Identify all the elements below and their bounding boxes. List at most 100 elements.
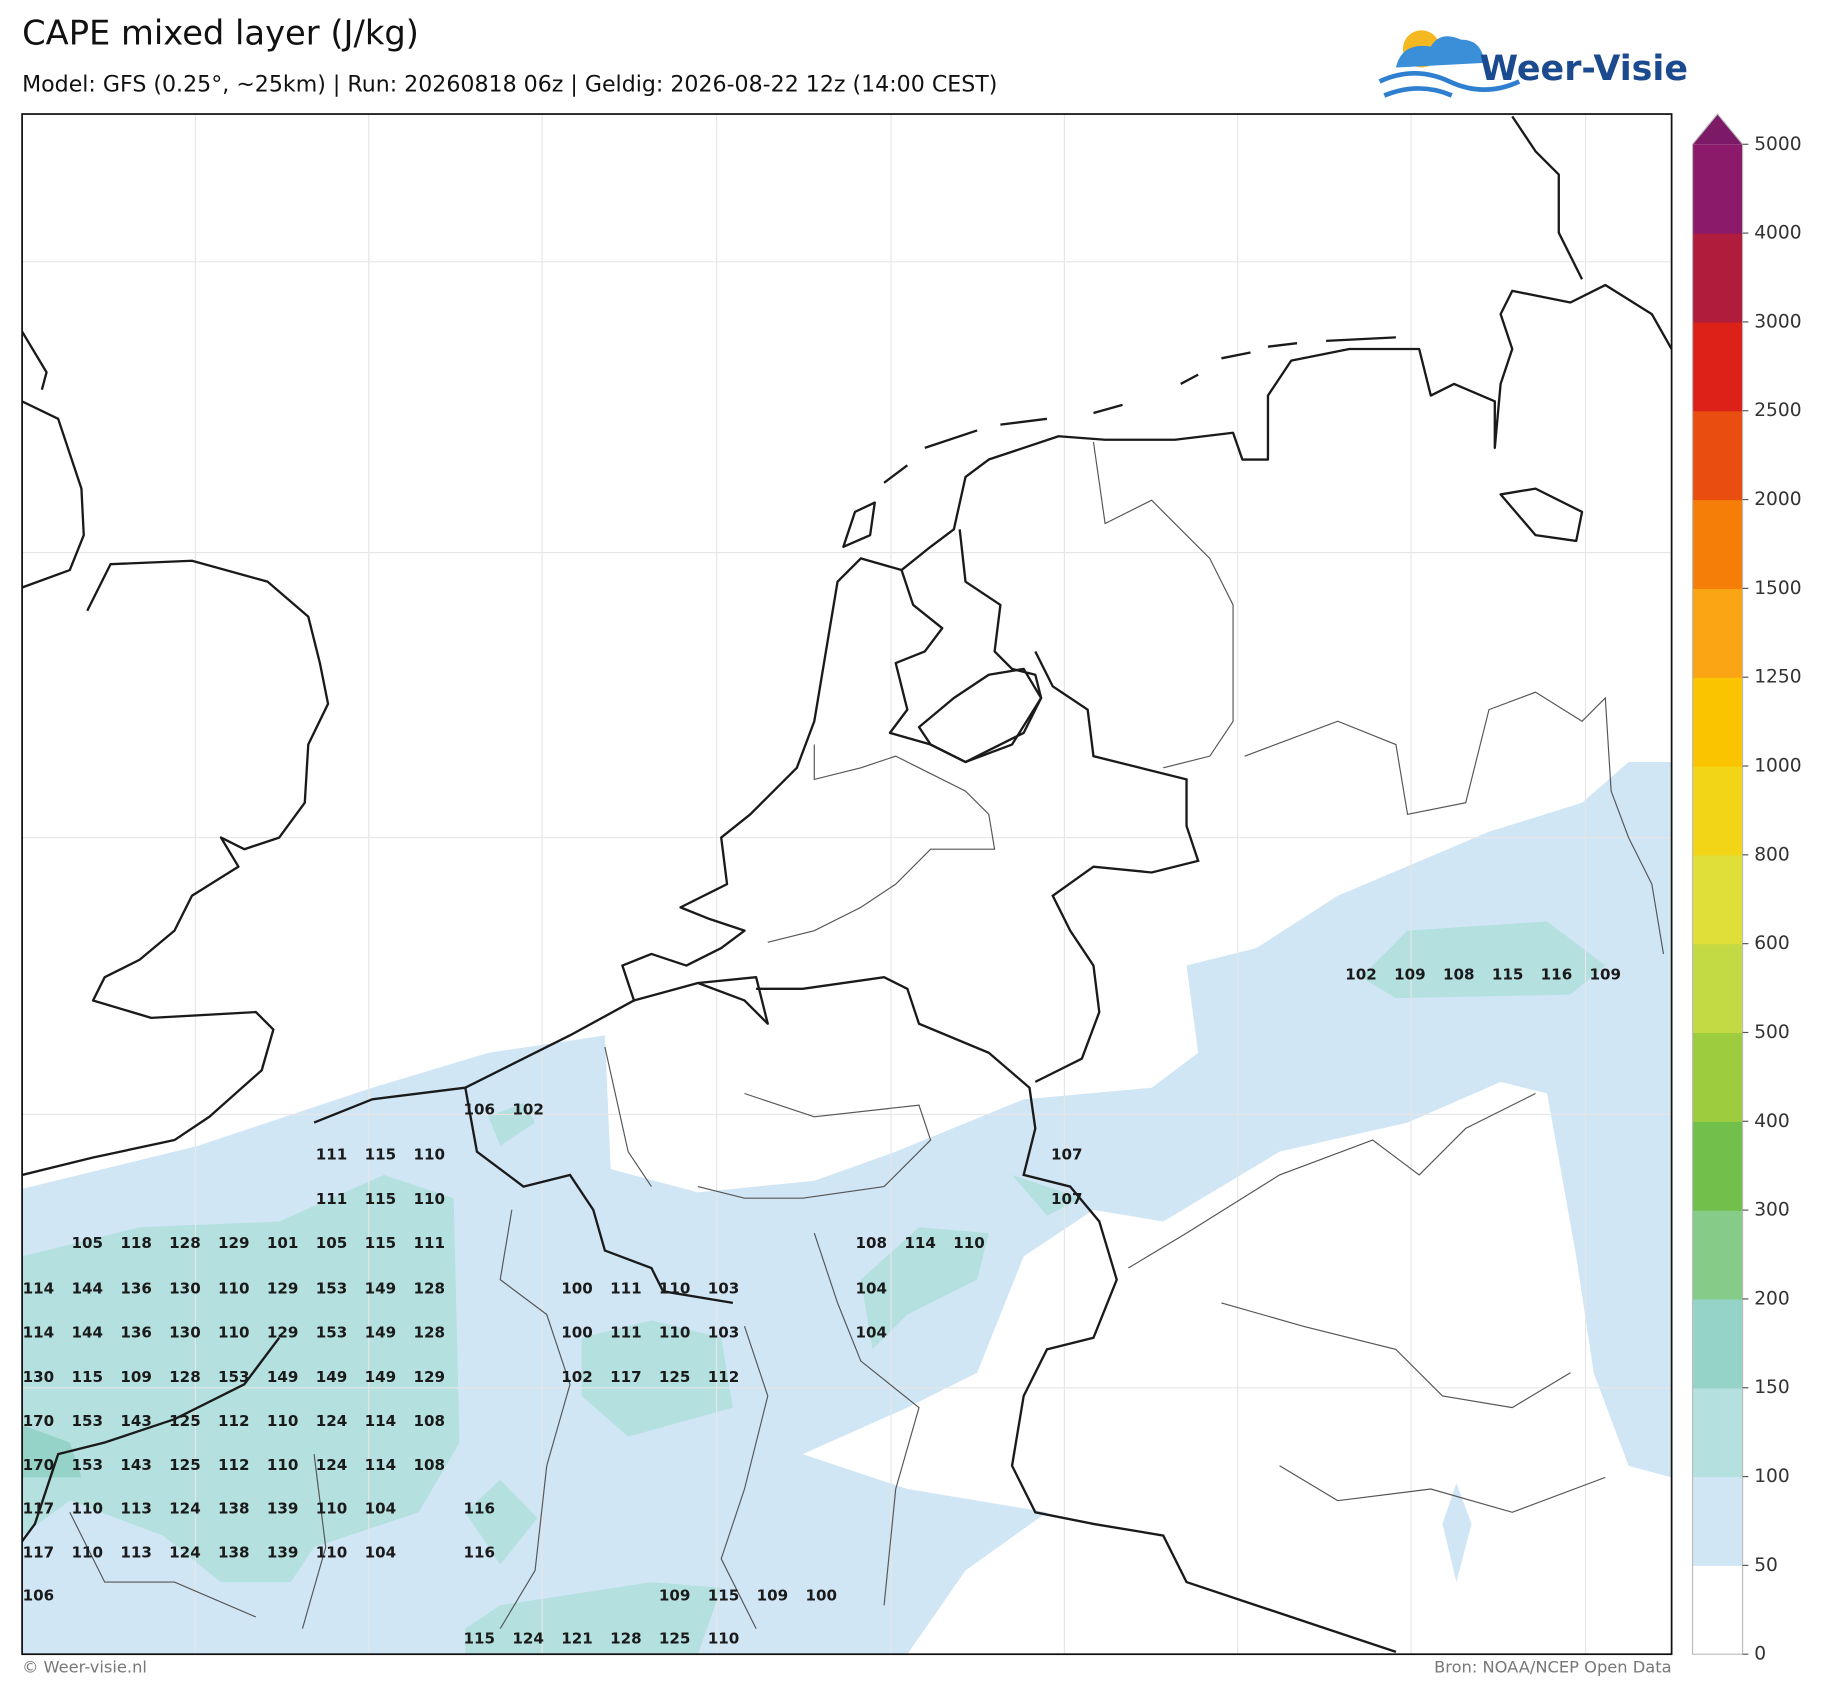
value-label: 125 (169, 1412, 201, 1430)
value-label: 110 (71, 1499, 103, 1517)
value-label: 104 (365, 1544, 397, 1562)
value-labels: 106 102 111 115 110 107 111 115 110 107 105 118 128 1… (23, 965, 1621, 1647)
value-label: 104 (856, 1324, 888, 1342)
value-label: 111 (610, 1279, 642, 1297)
colorbar-tick-label: 2500 (1754, 400, 1801, 421)
value-label: 153 (316, 1279, 348, 1297)
shade-100 (581, 1320, 733, 1437)
value-label: 124 (316, 1412, 348, 1430)
cape-shading (22, 761, 1672, 1655)
value-label: 129 (413, 1368, 445, 1386)
colorbar-tick-label: 2000 (1754, 489, 1801, 510)
value-label: 111 (610, 1324, 642, 1342)
coastlines (22, 115, 1672, 1177)
colorbar-segment (1692, 588, 1743, 678)
value-label: 110 (953, 1234, 985, 1252)
value-label: 110 (267, 1456, 299, 1474)
value-label: 110 (659, 1324, 691, 1342)
shade-100 (860, 1227, 989, 1350)
value-label: 111 (413, 1234, 445, 1252)
colorbar-segment (1692, 1121, 1743, 1211)
colorbar-tick-label: 600 (1754, 933, 1790, 954)
value-label: 144 (71, 1279, 103, 1297)
value-label: 114 (23, 1324, 55, 1342)
value-label: 113 (120, 1544, 152, 1562)
value-label: 116 (463, 1544, 495, 1562)
value-label: 139 (267, 1544, 299, 1562)
value-label: 128 (610, 1630, 642, 1648)
colorbar-segment (1692, 854, 1743, 945)
colorbar-tick-label: 1250 (1754, 667, 1801, 688)
value-label: 130 (169, 1279, 201, 1297)
national-borders (22, 650, 1397, 1653)
value-label: 149 (365, 1324, 397, 1342)
value-label: 112 (708, 1368, 740, 1386)
map: 106 102 111 115 110 107 111 115 110 107 105 118 128 1… (22, 114, 1672, 1655)
value-label: 114 (365, 1412, 397, 1430)
value-label: 109 (757, 1587, 789, 1605)
value-label: 115 (463, 1630, 495, 1648)
value-label: 128 (169, 1234, 201, 1252)
shade-100 (1361, 921, 1606, 999)
value-label: 117 (23, 1499, 55, 1517)
colorbar-tick-label: 1000 (1754, 756, 1801, 777)
value-label: 170 (23, 1456, 55, 1474)
value-label: 110 (708, 1630, 740, 1648)
value-label: 125 (169, 1456, 201, 1474)
value-label: 170 (23, 1412, 55, 1430)
colorbar-tick-label: 5000 (1754, 134, 1801, 155)
value-label: 128 (413, 1279, 445, 1297)
value-label: 149 (267, 1368, 299, 1386)
value-label: 109 (1590, 965, 1622, 983)
shade-150 (22, 1425, 82, 1478)
colorbar-segment (1692, 677, 1743, 767)
value-label: 130 (169, 1324, 201, 1342)
value-label: 105 (316, 1234, 348, 1252)
value-label: 117 (23, 1544, 55, 1562)
value-label: 110 (218, 1324, 250, 1342)
value-label: 153 (71, 1456, 103, 1474)
value-label: 110 (413, 1146, 445, 1164)
colorbar-segment (1692, 233, 1743, 323)
value-label: 100 (805, 1587, 837, 1605)
value-label: 108 (856, 1234, 888, 1252)
value-label: 106 (463, 1100, 495, 1118)
value-label: 115 (1492, 965, 1524, 983)
shade-100 (22, 1174, 460, 1583)
colorbar-tick-label: 150 (1754, 1377, 1790, 1398)
value-label: 136 (120, 1279, 152, 1297)
colorbar-segment (1692, 499, 1743, 589)
colorbar-tick-label: 4000 (1754, 223, 1801, 244)
colorbar-tick-label: 300 (1754, 1200, 1790, 1221)
value-label: 114 (23, 1279, 55, 1297)
colorbar-segment (1692, 1476, 1743, 1566)
colorbar-tick-label: 400 (1754, 1111, 1790, 1132)
value-label: 153 (218, 1368, 250, 1386)
colorbar-segment (1692, 410, 1743, 501)
value-label: 129 (218, 1234, 250, 1252)
value-label: 110 (659, 1279, 691, 1297)
value-label: 129 (267, 1279, 299, 1297)
value-label: 110 (218, 1279, 250, 1297)
value-label: 110 (413, 1190, 445, 1208)
footer-source: Bron: NOAA/NCEP Open Data (1434, 1658, 1672, 1677)
value-label: 109 (659, 1587, 691, 1605)
value-label: 108 (413, 1412, 445, 1430)
value-label: 115 (708, 1587, 740, 1605)
value-label: 143 (120, 1412, 152, 1430)
value-label: 153 (316, 1324, 348, 1342)
value-label: 116 (1541, 965, 1573, 983)
colorbar-segment (1692, 1565, 1743, 1655)
value-label: 149 (316, 1368, 348, 1386)
value-label: 149 (365, 1279, 397, 1297)
colorbar-segment (1692, 1032, 1743, 1122)
value-label: 124 (169, 1499, 201, 1517)
value-label: 107 (1051, 1190, 1083, 1208)
colorbar-segment (1692, 1298, 1743, 1389)
value-label: 108 (413, 1456, 445, 1474)
shade-50 (1442, 1483, 1472, 1583)
value-label: 128 (169, 1368, 201, 1386)
colorbar-segment (1692, 144, 1743, 234)
colorbar-segment (1692, 1387, 1743, 1478)
